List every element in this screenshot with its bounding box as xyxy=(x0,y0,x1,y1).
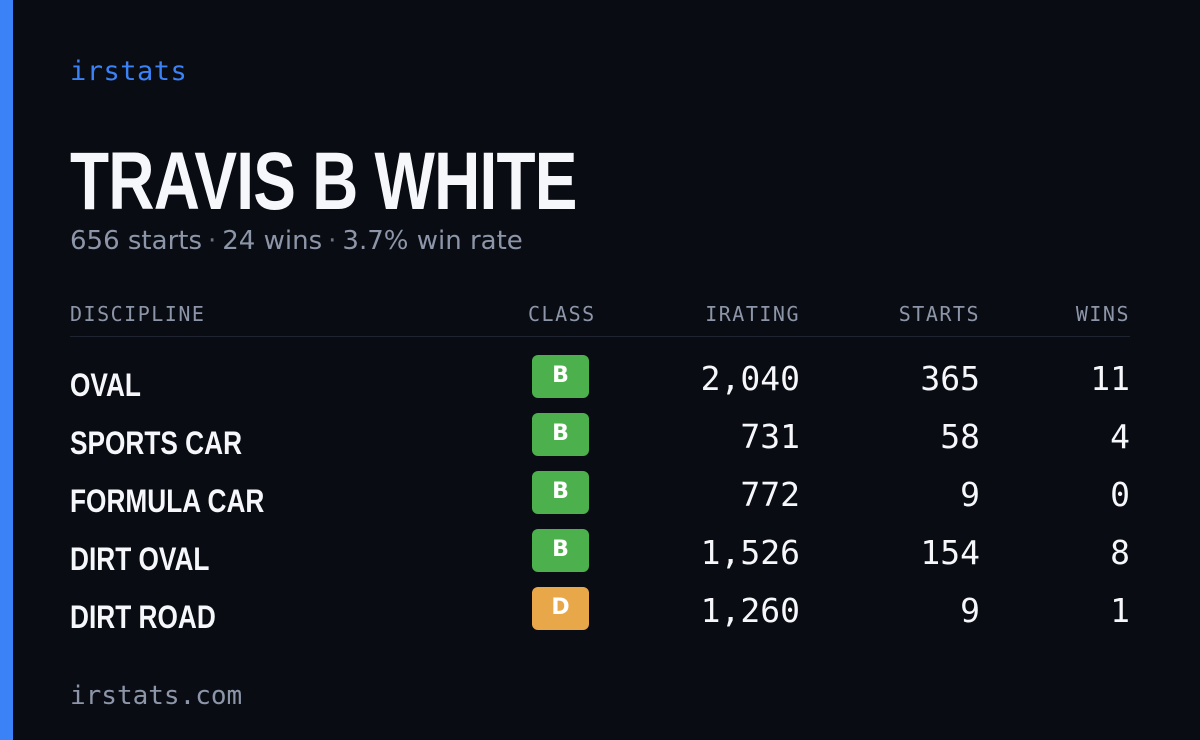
starts-value: 9 xyxy=(960,475,980,514)
footer-site-url[interactable]: irstats.com xyxy=(70,681,243,711)
wins-value: 8 xyxy=(1110,533,1130,572)
starts-value: 154 xyxy=(920,533,980,572)
starts-value: 58 xyxy=(940,417,980,456)
discipline-name: DIRT OVAL xyxy=(70,541,210,577)
irating-value: 1,526 xyxy=(700,533,800,572)
table-row: FORMULA CAR B 772 9 0 xyxy=(70,471,1130,529)
summary-starts: 656 starts xyxy=(70,226,202,256)
discipline-stats-table: DISCIPLINE CLASS IRATING STARTS WINS OVA… xyxy=(70,296,1130,645)
class-badge: B xyxy=(532,529,589,572)
wins-value: 11 xyxy=(1090,359,1130,398)
table-body: OVAL B 2,040 365 11 SPORTS CAR B 731 58 … xyxy=(70,337,1130,645)
header-wins: WINS xyxy=(1075,302,1130,326)
summary-separator: · xyxy=(208,226,217,256)
brand-logo-text[interactable]: irstats xyxy=(70,56,188,87)
discipline-name: FORMULA CAR xyxy=(70,483,265,519)
discipline-name: OVAL xyxy=(70,367,141,403)
wins-value: 4 xyxy=(1110,417,1130,456)
starts-value: 9 xyxy=(960,591,980,630)
class-badge: D xyxy=(532,587,589,630)
header-irating: IRATING xyxy=(705,302,800,326)
starts-value: 365 xyxy=(920,359,980,398)
summary-wins: 24 wins xyxy=(222,226,323,256)
irating-value: 731 xyxy=(740,417,800,456)
header-starts: STARTS xyxy=(898,302,980,326)
class-badge: B xyxy=(532,413,589,456)
discipline-name: SPORTS CAR xyxy=(70,425,243,461)
player-summary: 656 starts · 24 wins · 3.7% win rate xyxy=(70,226,523,256)
table-row: SPORTS CAR B 731 58 4 xyxy=(70,413,1130,471)
wins-value: 1 xyxy=(1110,591,1130,630)
summary-win-rate: 3.7% win rate xyxy=(342,226,523,256)
discipline-name: DIRT ROAD xyxy=(70,599,216,635)
class-badge: B xyxy=(532,471,589,514)
irating-value: 2,040 xyxy=(700,359,800,398)
accent-bar xyxy=(0,0,13,740)
header-class: CLASS xyxy=(528,302,596,326)
table-row: OVAL B 2,040 365 11 xyxy=(70,355,1130,413)
irating-value: 772 xyxy=(740,475,800,514)
wins-value: 0 xyxy=(1110,475,1130,514)
table-row: DIRT ROAD D 1,260 9 1 xyxy=(70,587,1130,645)
header-discipline: DISCIPLINE xyxy=(70,302,206,326)
irating-value: 1,260 xyxy=(700,591,800,630)
summary-separator: · xyxy=(328,226,337,256)
player-name: TRAVIS B WHITE xyxy=(70,136,577,227)
table-row: DIRT OVAL B 1,526 154 8 xyxy=(70,529,1130,587)
class-badge: B xyxy=(532,355,589,398)
table-header-row: DISCIPLINE CLASS IRATING STARTS WINS xyxy=(70,296,1130,337)
